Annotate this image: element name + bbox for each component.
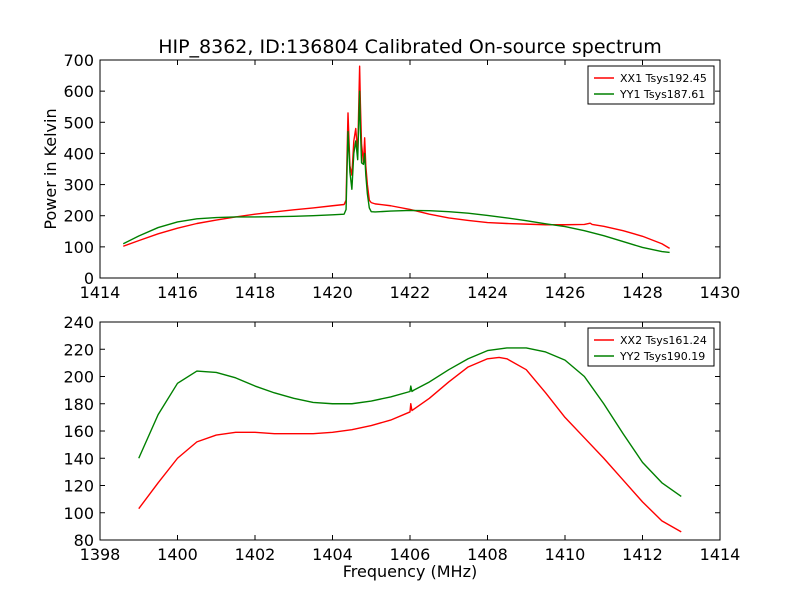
- y-tick-label: 300: [63, 176, 94, 195]
- x-tick-label: 1398: [80, 545, 121, 564]
- legend-box: [587, 327, 715, 367]
- legend-label: YY2 Tsys190.19: [619, 350, 705, 363]
- y-tick-label: 200: [63, 207, 94, 226]
- legend-box: [587, 65, 715, 105]
- x-tick-label: 1408: [467, 545, 508, 564]
- x-tick-label: 1426: [545, 283, 586, 302]
- x-tick-label: 1404: [312, 545, 353, 564]
- y-tick-label: 700: [63, 51, 94, 70]
- bottom-x-axis-label: Frequency (MHz): [343, 562, 477, 581]
- y-tick-label: 80: [74, 531, 94, 550]
- x-tick-label: 1424: [467, 283, 508, 302]
- y-tick-label: 240: [63, 313, 94, 332]
- y-tick-label: 500: [63, 113, 94, 132]
- plot-panel-2: 1398 1400 1402 1404 1406 1408 1410 1412 1414 80 10…: [63, 313, 740, 564]
- y-tick-label: 100: [63, 238, 94, 257]
- legend-label: YY1 Tsys187.61: [619, 88, 705, 101]
- legend: XX1 Tsys192.45 YY1 Tsys187.61: [587, 65, 715, 105]
- y-tick-label: 600: [63, 82, 94, 101]
- y-tick-label: 140: [63, 449, 94, 468]
- plot-panels: 1414 1416 1418 1420 1422 1424 1426 1428 1430 0 100…: [63, 51, 740, 564]
- x-tick-label: 1418: [235, 283, 276, 302]
- series-line-1-2: [122, 90, 670, 254]
- x-tick-label: 1406: [390, 545, 431, 564]
- y-tick-label: 120: [63, 477, 94, 496]
- x-tick-label: 1420: [312, 283, 353, 302]
- series-line-2-2: [138, 347, 682, 497]
- x-tick-label: 1414: [700, 545, 741, 564]
- top-y-axis-label: Power in Kelvin: [41, 108, 60, 229]
- y-tick-label: 400: [63, 144, 94, 163]
- y-tick-label: 160: [63, 422, 94, 441]
- x-tick-label: 1400: [157, 545, 198, 564]
- x-tick-label: 1412: [622, 545, 663, 564]
- y-tick-label: 0: [84, 269, 94, 288]
- x-tick-label: 1410: [545, 545, 586, 564]
- y-tick-label: 180: [63, 395, 94, 414]
- x-tick-label: 1402: [235, 545, 276, 564]
- x-tick-label: 1414: [80, 283, 121, 302]
- x-tick-label: 1428: [622, 283, 663, 302]
- y-tick-label: 100: [63, 504, 94, 523]
- x-tick-label: 1422: [390, 283, 431, 302]
- legend-label: XX2 Tsys161.24: [620, 334, 707, 347]
- series-line-2-1: [138, 356, 682, 533]
- x-tick-label: 1416: [157, 283, 198, 302]
- y-tick-label: 220: [63, 340, 94, 359]
- legend: XX2 Tsys161.24 YY2 Tsys190.19: [587, 327, 715, 367]
- legend-label: XX1 Tsys192.45: [620, 72, 707, 85]
- plot-panel-1: 1414 1416 1418 1420 1422 1424 1426 1428 1430 0 100…: [63, 51, 740, 302]
- series-line-1-1: [123, 65, 670, 250]
- y-tick-label: 200: [63, 368, 94, 387]
- chart-title: HIP_8362, ID:136804 Calibrated On-source…: [158, 36, 662, 58]
- x-tick-label: 1430: [700, 283, 741, 302]
